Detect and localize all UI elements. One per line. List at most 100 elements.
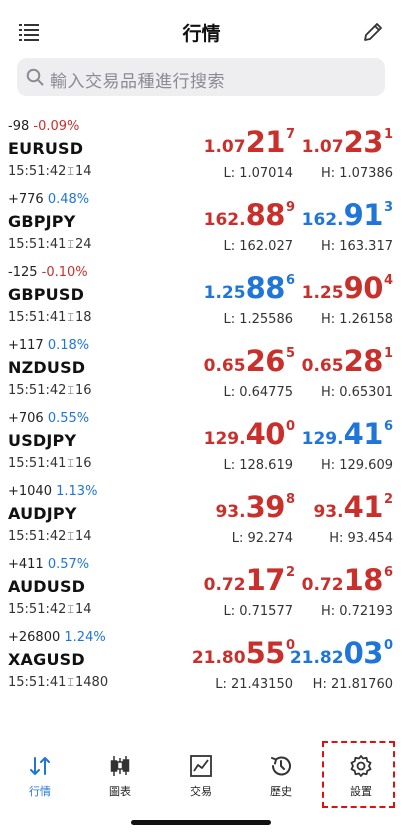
gear-icon — [350, 755, 372, 777]
bid-price-pips: 21 — [245, 125, 286, 159]
quote-row-nzdusd[interactable]: +117 0.18% NZDUSD 15:51:42⌶16 0.65265 0.6528… — [0, 336, 403, 408]
quote-row-gbpusd[interactable]: -125 -0.10% GBPUSD 15:51:41⌶18 1.25886 1.259… — [0, 263, 403, 335]
change-points: +776 — [8, 192, 44, 207]
low-price: L: 92.274 — [231, 531, 293, 546]
bid-price-prefix: 93. — [215, 502, 246, 522]
quote-time: 15:51:42⌶16 — [8, 383, 92, 398]
ask-price[interactable]: 0.65281 — [302, 344, 393, 380]
quote-row-gbpjpy[interactable]: +776 0.48% GBPJPY 15:51:41⌶24 162.889 162.91… — [0, 190, 403, 262]
quote-row-audjpy[interactable]: +1040 1.13% AUDJPY 15:51:42⌶14 93.398 93.412… — [0, 482, 403, 554]
symbol-name: USDJPY — [8, 431, 77, 450]
daily-change: +706 0.55% — [8, 411, 89, 426]
ask-price[interactable]: 1.25904 — [302, 271, 393, 307]
ask-price-pips: 91 — [343, 198, 384, 232]
ask-price-fraction: 4 — [383, 273, 393, 288]
ask-price[interactable]: 21.82030 — [290, 636, 393, 672]
bid-price-prefix: 0.72 — [203, 575, 246, 595]
edit-pencil-icon[interactable] — [361, 20, 385, 44]
spread-value: 14 — [75, 164, 92, 179]
time-value: 15:51:42 — [8, 529, 67, 544]
daily-change: +411 0.57% — [8, 557, 89, 572]
bid-price[interactable]: 129.400 — [204, 417, 295, 453]
high-price: H: 0.65301 — [320, 385, 393, 400]
symbol-name: NZDUSD — [8, 358, 86, 377]
low-price: L: 0.71577 — [223, 604, 293, 619]
bid-price[interactable]: 1.25886 — [204, 271, 295, 307]
ask-price-pips: 41 — [343, 417, 384, 451]
high-price: H: 1.07386 — [320, 166, 393, 181]
quote-row-eurusd[interactable]: -98 -0.09% EURUSD 15:51:42⌶14 1.07217 1.0723… — [0, 117, 403, 189]
ask-price-pips: 41 — [343, 490, 384, 524]
ask-price-pips: 28 — [343, 344, 384, 378]
ask-price[interactable]: 129.416 — [302, 417, 393, 453]
ask-price-prefix: 0.65 — [301, 356, 344, 376]
quote-row-xagusd[interactable]: +26800 1.24% XAGUSD 15:51:41⌶1480 21.80550 2… — [0, 628, 403, 700]
tab-trade[interactable]: 交易 — [171, 749, 231, 805]
bid-price-prefix: 0.65 — [203, 356, 246, 376]
candlestick-icon — [110, 756, 130, 776]
bid-price-fraction: 9 — [285, 200, 295, 215]
tab-history[interactable]: 歷史 — [251, 749, 311, 805]
bid-price-pips: 40 — [245, 417, 286, 451]
spread-value: 1480 — [75, 675, 109, 690]
quote-row-audusd[interactable]: +411 0.57% AUDUSD 15:51:42⌶14 0.72172 0.7218… — [0, 555, 403, 627]
tab-settings-label: 設置 — [350, 785, 372, 798]
bid-price[interactable]: 21.80550 — [192, 636, 295, 672]
symbol-name: AUDJPY — [8, 504, 77, 523]
time-value: 15:51:42 — [8, 602, 67, 617]
spread-icon: ⌶ — [67, 457, 74, 470]
history-icon — [271, 756, 291, 776]
tab-charts-label: 圖表 — [109, 785, 131, 798]
change-points: +706 — [8, 411, 44, 426]
bid-price-pips: 17 — [245, 563, 286, 597]
quote-time: 15:51:42⌶14 — [8, 529, 92, 544]
ask-price[interactable]: 1.07231 — [302, 125, 393, 161]
time-value: 15:51:41 — [8, 456, 67, 471]
bid-price[interactable]: 0.72172 — [204, 563, 295, 599]
spread-value: 14 — [75, 529, 92, 544]
bid-price-fraction: 0 — [285, 638, 295, 653]
change-percent: 0.55% — [47, 411, 90, 426]
ask-price-prefix: 21.82 — [289, 648, 344, 668]
low-price: L: 128.619 — [223, 458, 293, 473]
search-input[interactable]: 輸入交易品種進行搜索 — [17, 58, 385, 96]
tab-quotes[interactable]: 行情 — [10, 749, 70, 805]
home-indicator — [131, 820, 271, 825]
quote-row-usdjpy[interactable]: +706 0.55% USDJPY 15:51:41⌶16 129.400 129.41… — [0, 409, 403, 481]
change-percent: -0.09% — [33, 119, 80, 134]
ask-price[interactable]: 162.913 — [302, 198, 393, 234]
bid-price[interactable]: 1.07217 — [204, 125, 295, 161]
change-percent: 1.24% — [64, 630, 106, 645]
tab-charts[interactable]: 圖表 — [90, 749, 150, 805]
ask-price-pips: 03 — [343, 636, 384, 670]
ask-price-prefix: 162. — [301, 210, 344, 230]
spread-value: 14 — [75, 602, 92, 617]
ask-price-fraction: 1 — [383, 127, 393, 142]
bid-price[interactable]: 162.889 — [204, 198, 295, 234]
bid-price-prefix: 162. — [203, 210, 246, 230]
ask-price-fraction: 0 — [383, 638, 393, 653]
quote-time: 15:51:41⌶24 — [8, 237, 92, 252]
spread-icon: ⌶ — [67, 676, 74, 689]
ask-price-prefix: 1.07 — [301, 137, 344, 157]
ask-price-pips: 18 — [343, 563, 384, 597]
time-value: 15:51:42 — [8, 383, 67, 398]
low-price: L: 21.43150 — [215, 677, 293, 692]
search-icon — [26, 68, 44, 86]
bid-price-pips: 88 — [245, 271, 286, 305]
quote-time: 15:51:41⌶1480 — [8, 675, 108, 690]
change-percent: -0.10% — [41, 265, 88, 280]
list-menu-icon[interactable] — [19, 22, 41, 42]
bid-price[interactable]: 93.398 — [215, 490, 295, 526]
ask-price-fraction: 6 — [383, 419, 393, 434]
bid-price[interactable]: 0.65265 — [204, 344, 295, 380]
change-points: -125 — [8, 265, 38, 280]
ask-price[interactable]: 0.72186 — [302, 563, 393, 599]
spread-icon: ⌶ — [67, 384, 74, 397]
ask-price-fraction: 3 — [383, 200, 393, 215]
change-points: -98 — [8, 119, 30, 134]
ask-price[interactable]: 93.412 — [313, 490, 393, 526]
bid-price-prefix: 1.25 — [203, 283, 246, 303]
tab-settings[interactable]: 設置 — [331, 749, 391, 805]
bid-price-fraction: 2 — [285, 565, 295, 580]
